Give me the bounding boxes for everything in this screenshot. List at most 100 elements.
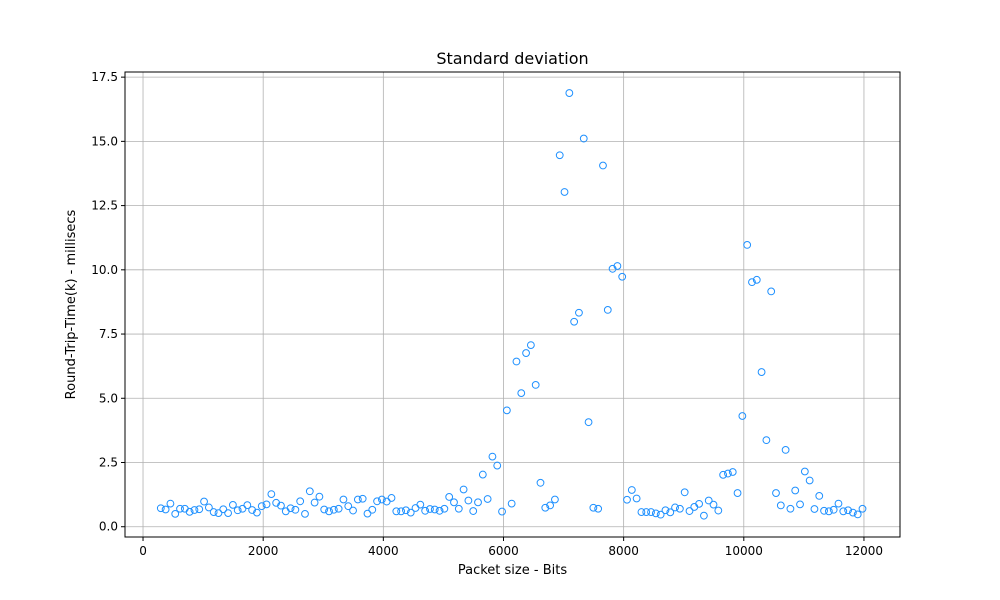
data-point	[844, 506, 852, 515]
y-tick-label: 15.0	[91, 134, 118, 148]
data-point	[421, 506, 430, 515]
data-point	[392, 507, 401, 516]
data-point	[464, 496, 473, 505]
data-point	[262, 500, 271, 509]
data-point	[599, 161, 607, 170]
data-point	[565, 89, 574, 97]
data-point	[238, 504, 247, 513]
data-point	[685, 507, 694, 515]
data-point	[253, 508, 261, 517]
data-point	[848, 508, 857, 517]
grid-lines	[125, 72, 900, 537]
data-point	[166, 499, 175, 508]
data-point	[709, 500, 718, 509]
data-point	[387, 494, 396, 502]
data-point	[450, 498, 458, 507]
y-tick-label: 7.5	[99, 327, 118, 341]
data-point	[714, 506, 723, 515]
data-point	[507, 499, 516, 508]
data-point	[171, 509, 180, 518]
data-point	[209, 508, 218, 516]
data-point	[738, 412, 747, 420]
data-point	[695, 499, 704, 508]
x-tick-label: 10000	[725, 544, 763, 558]
data-point	[632, 494, 641, 503]
data-point	[546, 501, 555, 510]
data-point	[204, 503, 213, 512]
data-point	[185, 507, 194, 516]
data-point	[156, 504, 165, 513]
data-point	[214, 509, 223, 518]
y-tick-label: 12.5	[91, 199, 118, 213]
data-point	[570, 317, 579, 326]
data-point	[478, 470, 487, 479]
y-tick-label: 5.0	[99, 391, 118, 405]
data-point	[363, 509, 372, 518]
data-point	[651, 509, 660, 518]
data-point	[248, 506, 257, 514]
data-point	[627, 486, 636, 494]
data-point	[647, 508, 655, 516]
data-point	[623, 495, 631, 504]
data-point	[445, 493, 454, 501]
x-tick-label: 12000	[845, 544, 883, 558]
data-point	[243, 501, 252, 510]
data-point	[397, 507, 406, 516]
data-point	[762, 436, 771, 445]
data-point	[772, 489, 780, 497]
x-tick-label: 0	[139, 544, 147, 558]
data-point	[526, 341, 535, 349]
data-point	[541, 503, 550, 512]
data-point	[666, 508, 675, 517]
data-point	[786, 504, 795, 513]
data-point	[584, 418, 593, 427]
data-point	[315, 492, 324, 501]
data-point	[320, 505, 329, 514]
data-point	[551, 495, 559, 504]
y-axis-label: Round-Trip-Time(k) - millisecs	[64, 209, 79, 399]
data-point	[800, 467, 809, 476]
x-tick-label: 8000	[608, 544, 639, 558]
data-point	[286, 504, 295, 513]
data-point	[301, 509, 309, 518]
data-point	[815, 491, 824, 500]
y-tick-label: 10.0	[91, 263, 118, 277]
data-point	[435, 506, 444, 515]
data-point	[757, 368, 766, 376]
data-point	[618, 272, 627, 281]
data-point	[560, 188, 569, 196]
data-point	[829, 505, 838, 514]
x-tick-label: 4000	[368, 544, 399, 558]
data-point	[373, 497, 381, 506]
x-axis-label: Packet size - Bits	[458, 563, 567, 578]
data-point	[579, 134, 588, 143]
data-point	[853, 510, 862, 519]
data-point	[426, 505, 434, 513]
data-point	[325, 507, 333, 516]
data-point	[743, 240, 752, 249]
x-axis-ticks: 0 2000 4000 6000 8000 10000 12000	[139, 537, 883, 558]
data-point	[368, 505, 377, 514]
data-point	[680, 488, 689, 497]
data-point	[512, 357, 521, 366]
data-point	[267, 490, 276, 498]
data-point	[161, 505, 170, 514]
data-point	[406, 508, 415, 517]
data-point	[176, 504, 184, 513]
y-tick-label: 0.0	[99, 520, 118, 534]
data-point	[257, 502, 266, 511]
data-point	[474, 498, 482, 507]
data-point	[233, 506, 242, 515]
data-point	[776, 501, 785, 510]
data-point	[353, 495, 362, 504]
data-point	[536, 478, 545, 487]
data-point	[589, 503, 598, 512]
data-point	[839, 507, 848, 516]
data-point	[555, 151, 564, 160]
data-point	[329, 505, 338, 514]
data-point	[498, 507, 506, 516]
data-point	[296, 497, 305, 506]
data-point	[810, 505, 819, 513]
data-point	[642, 508, 651, 516]
